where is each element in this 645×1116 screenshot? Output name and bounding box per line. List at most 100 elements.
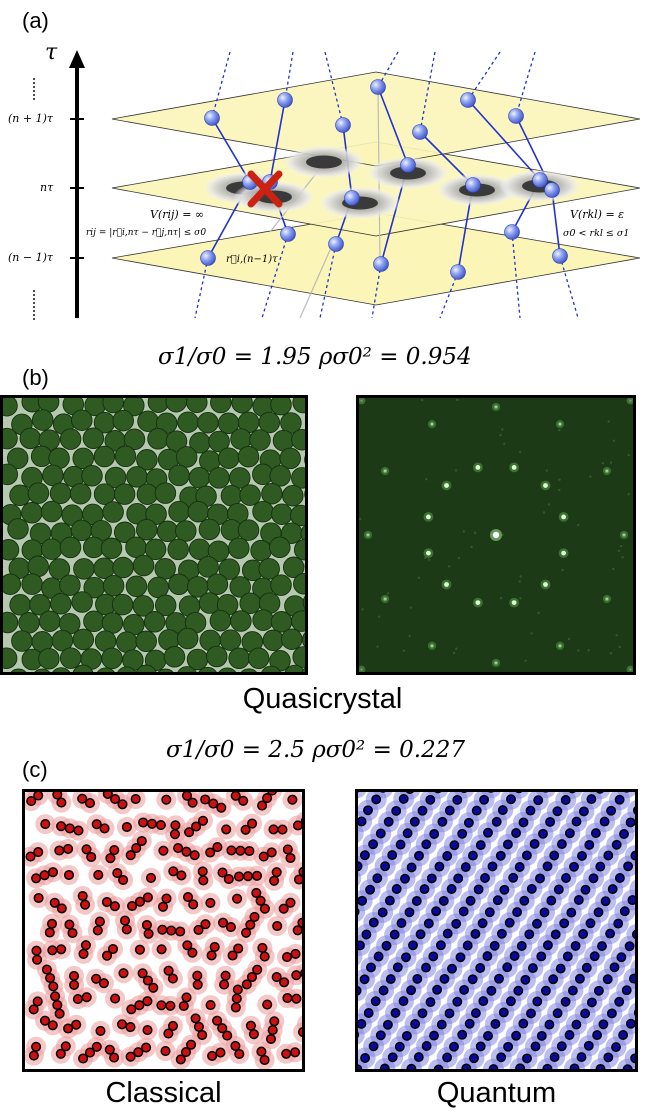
particle — [81, 992, 92, 1003]
particle — [259, 951, 270, 962]
particle — [477, 918, 488, 929]
particle — [550, 929, 561, 940]
particle — [232, 893, 243, 904]
particle — [496, 1052, 507, 1063]
particle — [490, 1018, 501, 1029]
particle — [599, 816, 610, 827]
particle — [111, 593, 134, 616]
particle — [10, 668, 27, 672]
particle — [417, 1008, 428, 1019]
speckle — [470, 545, 473, 549]
particle — [217, 1023, 228, 1034]
worldline-dashed — [261, 233, 289, 319]
particle — [467, 974, 478, 985]
particle — [231, 398, 253, 414]
speckle — [577, 523, 580, 527]
particle — [26, 796, 37, 807]
particle-halo — [627, 800, 635, 821]
particle — [181, 992, 192, 1003]
particle — [69, 979, 80, 990]
particle — [267, 1025, 278, 1036]
particle — [116, 631, 138, 653]
particle — [112, 868, 123, 879]
particle — [494, 973, 504, 984]
particle — [409, 816, 420, 827]
particle — [300, 524, 305, 543]
particle — [251, 870, 263, 881]
particle — [293, 538, 305, 561]
particle — [6, 447, 29, 470]
particle — [497, 805, 508, 816]
particle — [82, 427, 105, 450]
particle — [208, 430, 230, 453]
particle — [278, 903, 289, 914]
particle — [619, 829, 629, 839]
particle — [166, 925, 177, 936]
particle — [143, 928, 154, 939]
particle — [410, 1019, 421, 1029]
particle — [530, 1041, 541, 1052]
particle — [479, 794, 490, 805]
particle — [292, 398, 305, 414]
peak — [629, 399, 632, 402]
particle — [135, 664, 157, 672]
particle — [187, 500, 210, 523]
particle — [596, 792, 604, 794]
particle — [19, 427, 42, 450]
particle — [192, 970, 203, 981]
particle — [186, 398, 208, 414]
particle — [285, 852, 296, 864]
particle — [68, 970, 80, 981]
particle — [455, 952, 466, 963]
particle — [272, 920, 283, 932]
particle — [117, 666, 137, 672]
bead — [532, 172, 548, 188]
particle — [385, 974, 396, 985]
particle — [513, 985, 524, 996]
particle — [429, 829, 440, 839]
speckle — [601, 461, 604, 465]
worldline-dashed — [419, 51, 436, 133]
particle — [515, 1063, 526, 1069]
particle — [46, 918, 58, 929]
particle — [52, 999, 63, 1011]
particle — [208, 798, 219, 809]
particle — [512, 907, 523, 918]
particle — [291, 610, 305, 632]
particle — [121, 821, 132, 833]
particle — [536, 1030, 547, 1041]
particle — [363, 1008, 374, 1018]
particle — [532, 918, 542, 929]
peak — [558, 644, 562, 648]
peak — [383, 469, 387, 473]
peak — [366, 533, 370, 537]
particle — [136, 835, 147, 847]
particle — [156, 520, 179, 543]
particle — [593, 907, 604, 918]
particle — [157, 924, 168, 935]
particle — [417, 805, 428, 816]
particle — [548, 974, 559, 985]
particle — [77, 890, 88, 902]
particle — [93, 445, 116, 468]
particle — [94, 916, 105, 927]
particle — [198, 875, 209, 886]
particle — [257, 800, 268, 811]
particle — [271, 972, 282, 983]
particle — [478, 996, 489, 1007]
particle — [163, 965, 174, 976]
particle — [249, 429, 271, 451]
particle — [32, 996, 43, 1007]
particle — [389, 929, 400, 940]
particle — [527, 963, 538, 974]
particle — [104, 1044, 115, 1055]
particle — [256, 1046, 267, 1057]
particle — [177, 666, 197, 672]
peak — [475, 465, 481, 470]
particle — [538, 828, 548, 839]
particle — [562, 951, 573, 962]
particle — [54, 1008, 65, 1019]
bead — [280, 226, 296, 242]
particle — [219, 629, 242, 651]
particle — [240, 824, 251, 835]
